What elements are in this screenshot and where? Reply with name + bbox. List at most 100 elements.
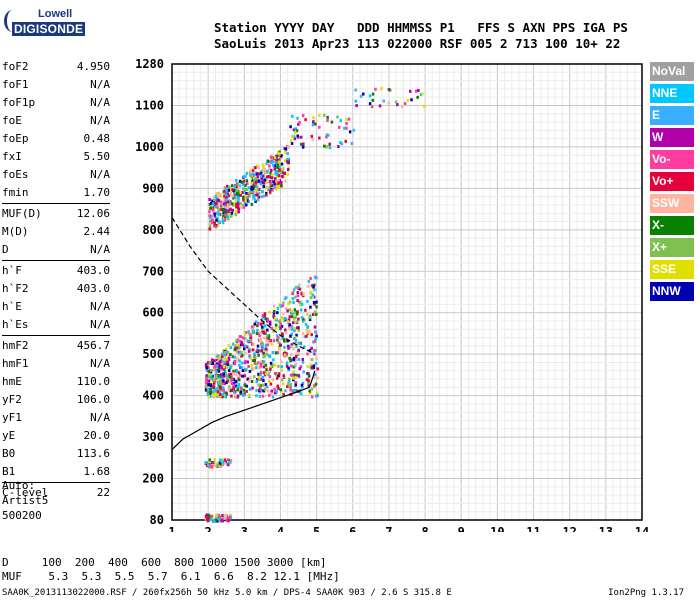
echo-point	[272, 339, 276, 343]
echo-point	[294, 375, 298, 379]
echo-point	[245, 345, 249, 349]
echo-point	[262, 379, 265, 383]
echo-point	[207, 460, 211, 464]
echo-point	[280, 154, 283, 158]
echo-point	[265, 336, 269, 340]
echo-point	[243, 190, 246, 194]
echo-point	[354, 99, 358, 103]
echo-point	[307, 383, 311, 387]
legend-item-nnw: NNW	[650, 282, 694, 301]
echo-point	[227, 188, 231, 192]
echo-point	[228, 373, 231, 377]
echo-point	[268, 375, 272, 379]
echo-point	[298, 283, 301, 287]
echo-point	[276, 351, 280, 355]
echo-point	[257, 179, 261, 183]
echo-point	[299, 365, 303, 369]
echo-point	[263, 312, 267, 316]
echo-point	[288, 345, 291, 349]
echo-point	[254, 191, 257, 195]
echo-point	[213, 365, 216, 369]
echo-point	[290, 141, 294, 145]
echo-point	[205, 378, 208, 382]
echo-point	[225, 213, 228, 217]
echo-point	[297, 122, 300, 126]
echo-point	[254, 355, 257, 359]
echo-point	[227, 356, 231, 360]
echo-point	[287, 383, 291, 387]
echo-point	[290, 327, 294, 331]
echo-point	[234, 346, 237, 350]
echo-point	[297, 348, 300, 352]
echo-point	[308, 329, 311, 333]
header-labels: Station YYYY DAY DDD HHMMSS P1 FFS S AXN…	[214, 20, 628, 35]
echo-point	[423, 104, 426, 108]
echo-point	[289, 385, 292, 389]
echo-point	[290, 345, 293, 349]
echo-point	[263, 387, 267, 391]
echo-point	[204, 381, 208, 385]
echo-point	[296, 285, 300, 289]
echo-point	[235, 195, 238, 199]
echo-point	[229, 352, 232, 356]
echo-point	[304, 322, 308, 326]
lowell-digisonde-logo: Lowell DIGISONDE	[4, 8, 86, 38]
echo-point	[313, 325, 317, 329]
x-tick-label: 10	[490, 525, 504, 532]
echo-point	[270, 326, 273, 330]
echo-point	[283, 159, 287, 163]
echo-point	[219, 388, 222, 392]
echo-point	[270, 169, 273, 173]
param-value: 5.50	[83, 150, 111, 163]
echo-point	[263, 347, 266, 351]
echo-point	[308, 314, 312, 318]
echo-point	[204, 388, 208, 392]
echo-point	[325, 135, 328, 139]
echo-point	[370, 105, 374, 109]
echo-point	[210, 358, 214, 362]
echo-point	[209, 391, 212, 395]
echo-point	[276, 306, 280, 310]
echo-point	[266, 319, 269, 323]
echo-point	[239, 366, 242, 370]
echo-point	[273, 164, 276, 168]
y-tick-label: 200	[142, 472, 164, 486]
echo-point	[396, 103, 399, 107]
echo-point	[210, 376, 214, 380]
echo-point	[311, 295, 315, 299]
echo-point	[250, 364, 253, 368]
echo-point	[207, 395, 211, 399]
echo-point	[234, 384, 238, 388]
param-value: 1.70	[83, 186, 111, 199]
echo-point	[262, 180, 266, 184]
x-tick-label: 9	[458, 525, 465, 532]
echo-point	[314, 312, 318, 316]
echo-point	[210, 214, 213, 218]
echo-point	[251, 358, 255, 362]
echo-point	[294, 381, 298, 385]
x-tick-label: 6	[349, 525, 356, 532]
virtual-height-curve	[171, 217, 316, 355]
echo-point	[318, 136, 321, 140]
echo-point	[239, 339, 242, 343]
echo-point	[273, 185, 277, 189]
echo-point	[248, 332, 251, 336]
echo-point	[214, 518, 217, 522]
echo-point	[227, 388, 231, 392]
echo-point	[313, 349, 316, 353]
echo-point	[226, 217, 230, 221]
echo-point	[284, 306, 288, 310]
echo-point	[231, 355, 234, 359]
echo-point	[380, 87, 383, 91]
echo-point	[244, 351, 247, 355]
echo-point	[305, 334, 308, 338]
echo-point	[274, 165, 278, 169]
echo-point	[269, 365, 273, 369]
footer-distance-row: D 100 200 400 600 800 1000 1500 3000 [km…	[2, 556, 327, 569]
echo-point	[219, 360, 222, 364]
auto-program: Artist5	[2, 494, 49, 507]
echo-point	[229, 346, 233, 350]
echo-point	[309, 296, 313, 300]
echo-point	[247, 347, 251, 351]
echo-point	[228, 202, 232, 206]
